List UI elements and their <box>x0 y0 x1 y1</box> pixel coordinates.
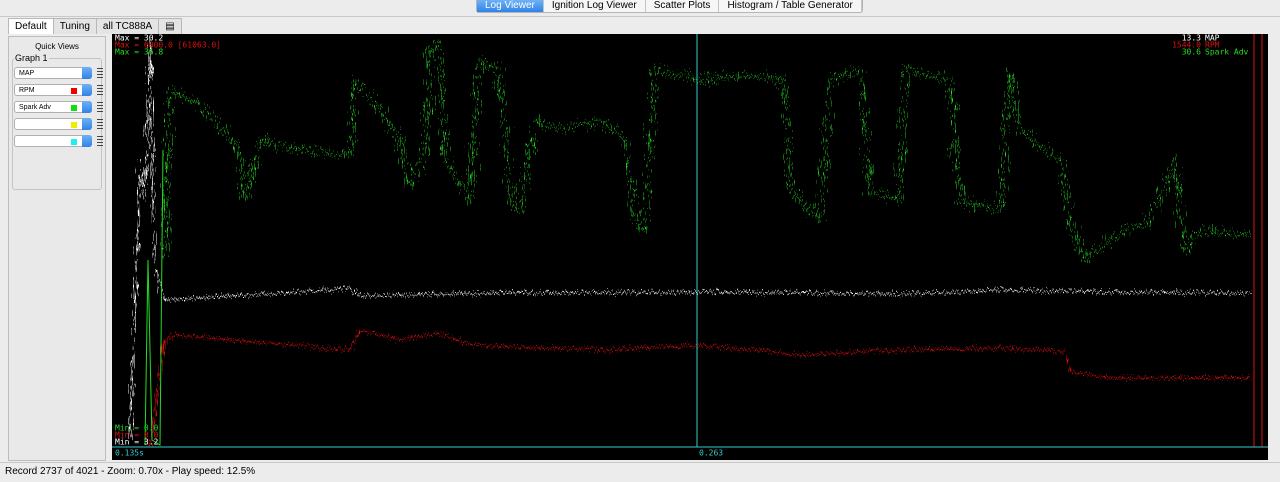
map-trace <box>129 39 1251 441</box>
min-label: Min = 3.2 <box>115 438 159 447</box>
panel-title: Quick Views <box>35 42 79 51</box>
quick-views-panel: Quick Views Graph 1 MAP RPM Spark Adv <box>8 36 106 461</box>
tab[interactable]: Log Viewer <box>477 0 544 12</box>
legend-name: Spark Adv <box>1205 48 1249 57</box>
select-arrow <box>82 101 92 113</box>
select-arrow <box>82 67 92 79</box>
channel-select[interactable] <box>14 135 92 147</box>
min-label: Min = 0.0 <box>115 424 159 433</box>
max-label: Max = 6000.0 [61063.0] <box>115 41 221 50</box>
traces <box>129 34 1263 460</box>
legend-value: 30.6 <box>1182 48 1201 57</box>
tab[interactable]: Histogram / Table Generator <box>719 0 862 12</box>
log-graph: Max = 30.2 Max = 6000.0 [61063.0] Max = … <box>112 34 1268 460</box>
menu-icon[interactable] <box>97 136 103 146</box>
spark-adv-start <box>144 149 164 446</box>
divider <box>0 16 1280 17</box>
tab-icon[interactable]: ▤ <box>158 18 182 34</box>
time-label: 0.263 <box>699 449 723 458</box>
tab[interactable]: Ignition Log Viewer <box>544 0 646 12</box>
legend-value: 13.3 <box>1182 34 1201 43</box>
max-label: Max = 36.8 <box>115 48 163 57</box>
channel-select[interactable]: RPM <box>14 84 92 96</box>
channel-select[interactable] <box>14 118 92 130</box>
time-label: 0.135s <box>115 449 144 458</box>
menu-icon[interactable] <box>97 119 103 129</box>
legend-name: RPM <box>1205 41 1220 50</box>
color-swatch <box>71 139 77 145</box>
timeline <box>112 447 1268 460</box>
color-swatch <box>71 105 77 111</box>
tab[interactable]: all TC888A <box>95 18 160 34</box>
rpm-trace <box>149 329 1250 446</box>
spark-adv-trace <box>164 38 1251 261</box>
min-label: Min = 0.0 <box>115 431 159 440</box>
top-tabs: Log Viewer Ignition Log Viewer Scatter P… <box>476 0 863 13</box>
status-bar: Record 2737 of 4021 - Zoom: 0.70x - Play… <box>0 462 1280 482</box>
channel-name: Spark Adv <box>19 104 51 111</box>
channel-name: RPM <box>19 87 35 94</box>
select-arrow <box>82 84 92 96</box>
legend-name: MAP <box>1205 34 1220 43</box>
channel-select[interactable]: Spark Adv <box>14 101 92 113</box>
side-tabs: Default Tuning all TC888A ▤ <box>8 18 182 34</box>
channel-name: MAP <box>19 70 35 77</box>
select-arrow <box>82 118 92 130</box>
tab[interactable]: Scatter Plots <box>646 0 720 12</box>
select-arrow <box>82 135 92 147</box>
tab[interactable]: Default <box>8 18 54 34</box>
menu-icon[interactable] <box>97 68 103 78</box>
max-label: Max = 30.2 <box>115 34 163 43</box>
color-swatch <box>71 88 77 94</box>
menu-icon[interactable] <box>97 102 103 112</box>
tab[interactable]: Tuning <box>52 18 97 34</box>
menu-icon[interactable] <box>97 85 103 95</box>
plot-background <box>112 34 1268 447</box>
group-label: Graph 1 <box>14 53 49 63</box>
channel-select[interactable]: MAP <box>14 67 92 79</box>
color-swatch <box>71 122 77 128</box>
legend-value: 1544.0 <box>1172 41 1201 50</box>
